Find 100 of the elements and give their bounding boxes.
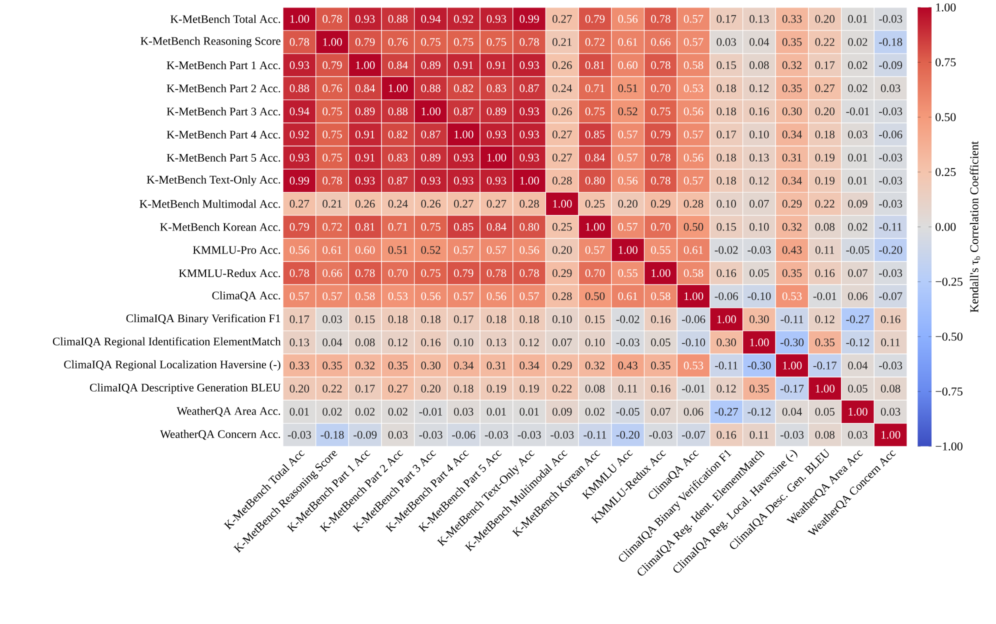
data-label: 0.52 — [618, 107, 638, 116]
data-label: 0.79 — [651, 130, 670, 138]
data-label: 0.16 — [716, 269, 736, 277]
data-label: 0.82 — [388, 130, 408, 138]
data-label: 0.79 — [355, 38, 375, 46]
data-label: 0.32 — [782, 61, 802, 69]
data-label: 0.57 — [290, 292, 310, 300]
data-label: 0.12 — [815, 315, 834, 324]
data-label: 0.70 — [388, 269, 408, 277]
data-label: 0.24 — [552, 84, 572, 92]
data-label: -0.18 — [320, 430, 344, 439]
data-label: 1.00 — [750, 338, 769, 346]
data-label: 0.93 — [486, 14, 506, 23]
data-label: -0.07 — [879, 292, 902, 300]
data-label: 0.02 — [322, 408, 342, 416]
y-tick-label: K-MetBench Text-Only Acc. — [146, 175, 280, 186]
data-label: 0.76 — [388, 38, 408, 46]
data-label: 0.78 — [651, 154, 670, 162]
data-label: 0.87 — [454, 107, 474, 116]
data-label: 0.76 — [322, 84, 342, 92]
data-label: 0.05 — [815, 408, 835, 416]
data-label: 0.10 — [552, 315, 572, 324]
data-label: 0.75 — [454, 38, 474, 46]
data-label: 0.75 — [421, 269, 440, 277]
data-label: 0.85 — [454, 222, 474, 231]
data-label: 0.80 — [585, 176, 605, 184]
data-label: 0.91 — [454, 61, 473, 69]
data-label: 0.78 — [651, 61, 670, 69]
data-label: 0.21 — [552, 38, 572, 46]
color-bar-label: 0.50 — [936, 112, 956, 122]
data-label: 0.52 — [421, 246, 440, 254]
data-label: -0.03 — [616, 338, 640, 346]
data-label: -0.03 — [550, 430, 574, 439]
data-label: 0.12 — [520, 338, 539, 346]
data-label: 0.17 — [716, 14, 736, 23]
data-label: -0.10 — [748, 292, 771, 300]
data-label: 0.16 — [651, 384, 670, 392]
data-label: 0.93 — [454, 176, 474, 184]
data-label: 0.57 — [618, 154, 638, 162]
y-tick-label: KMMLU-Redux Acc. — [178, 268, 280, 277]
data-label: 0.16 — [880, 315, 900, 324]
data-label: 0.93 — [486, 130, 506, 138]
data-label: 0.83 — [388, 154, 408, 162]
data-label: 0.27 — [552, 130, 572, 138]
y-tick-label: K-MetBench Part 1 Acc. — [166, 60, 280, 70]
data-label: 0.84 — [585, 154, 605, 162]
data-label: 0.03 — [880, 408, 900, 416]
data-label: -0.02 — [616, 315, 640, 324]
data-label: 0.33 — [782, 14, 802, 23]
data-label: 0.93 — [454, 154, 474, 162]
data-label: 0.18 — [520, 315, 539, 324]
data-label: 0.56 — [421, 292, 441, 300]
data-label: 0.26 — [552, 61, 572, 69]
data-label: 0.18 — [716, 154, 736, 162]
data-label: 0.58 — [651, 292, 670, 300]
data-label: -0.03 — [879, 200, 902, 208]
data-label: 0.29 — [552, 269, 572, 277]
data-label: 0.35 — [782, 38, 802, 46]
data-label: 0.03 — [322, 315, 342, 324]
y-tick-label: ClimaQA Acc. — [212, 291, 280, 301]
data-label: 0.93 — [486, 176, 506, 184]
y-tick-label: ClimaIQA Regional Identification ElementMatch — [52, 336, 281, 348]
data-label: 0.20 — [815, 14, 835, 23]
data-label: 0.60 — [355, 246, 375, 254]
y-tick-label: WeatherQA Area Acc. — [176, 406, 280, 416]
data-label: -0.30 — [780, 338, 804, 346]
data-label: 0.28 — [520, 200, 539, 208]
data-label: 0.78 — [651, 176, 670, 184]
data-label: 0.84 — [388, 61, 408, 69]
data-label: 0.87 — [388, 176, 408, 184]
data-label: 0.99 — [520, 14, 539, 23]
data-label: 0.26 — [355, 200, 375, 208]
data-label: 0.06 — [848, 292, 868, 300]
data-label: 1.00 — [290, 14, 310, 23]
data-label: 0.93 — [355, 14, 375, 23]
data-label: 0.13 — [486, 338, 506, 346]
data-label: 1.00 — [553, 200, 572, 208]
data-label: 0.56 — [684, 154, 704, 162]
data-label: 0.17 — [454, 315, 474, 324]
data-label: 0.01 — [848, 176, 868, 184]
data-label: 0.17 — [290, 315, 310, 324]
data-label: 0.28 — [552, 176, 572, 184]
data-label: 0.34 — [782, 130, 802, 138]
data-label: 1.00 — [487, 154, 506, 162]
data-label: 0.10 — [454, 338, 474, 346]
data-label: 0.02 — [355, 408, 375, 416]
data-label: -0.03 — [879, 361, 902, 370]
data-label: 0.02 — [848, 38, 868, 46]
data-label: 0.75 — [421, 222, 440, 231]
data-label: 0.17 — [815, 61, 835, 69]
data-label: 0.43 — [618, 361, 638, 370]
data-label: 0.61 — [618, 38, 638, 46]
data-label: -0.06 — [879, 130, 902, 138]
data-label: 1.00 — [356, 61, 375, 69]
data-label: 0.79 — [585, 14, 605, 23]
data-label: 0.27 — [388, 384, 408, 392]
data-label: 0.56 — [520, 246, 540, 254]
data-label: 0.27 — [815, 84, 835, 92]
data-label: 0.08 — [815, 222, 835, 231]
data-label: 0.05 — [651, 338, 670, 346]
